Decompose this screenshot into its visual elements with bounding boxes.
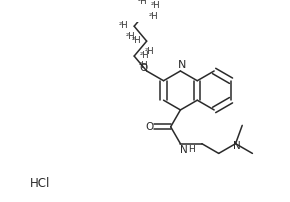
Text: ²H: ²H: [151, 1, 160, 10]
Text: ²H: ²H: [138, 61, 148, 70]
Text: ²H: ²H: [140, 50, 150, 60]
Text: N: N: [233, 141, 240, 151]
Text: ²H: ²H: [126, 32, 135, 41]
Text: HCl: HCl: [30, 176, 50, 189]
Text: ²H: ²H: [119, 21, 128, 30]
Text: ²H: ²H: [144, 47, 154, 56]
Text: H: H: [188, 144, 194, 153]
Text: N: N: [180, 144, 188, 154]
Text: ²H: ²H: [131, 36, 141, 45]
Text: ²H: ²H: [137, 0, 147, 6]
Text: O: O: [146, 121, 154, 131]
Text: O: O: [139, 62, 147, 72]
Text: N: N: [178, 60, 186, 69]
Text: ²H: ²H: [149, 12, 159, 21]
